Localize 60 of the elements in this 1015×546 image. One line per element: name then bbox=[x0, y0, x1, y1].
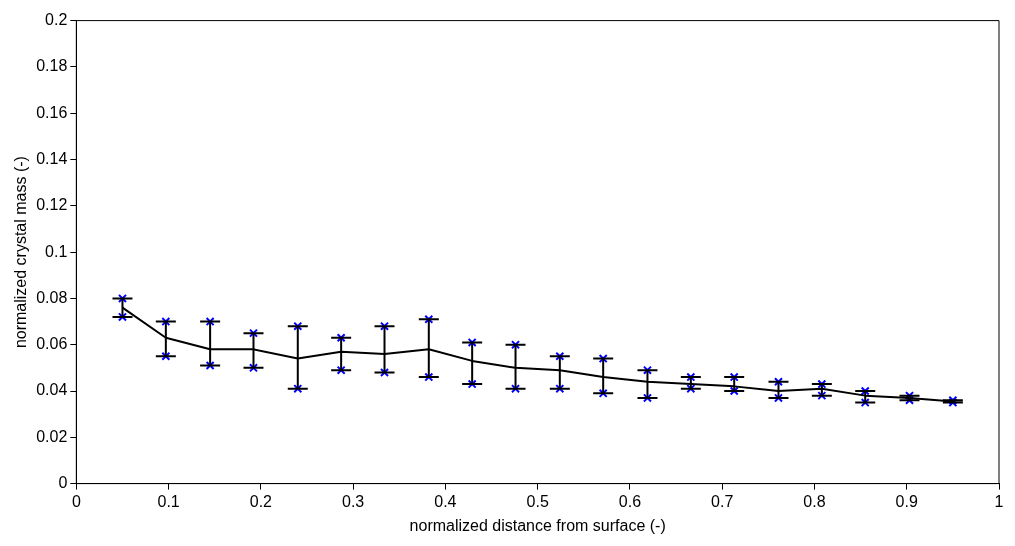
y-tick-label: 0.06 bbox=[36, 335, 68, 353]
point bbox=[336, 333, 346, 343]
y-tick-label: 0.02 bbox=[36, 427, 68, 445]
point bbox=[424, 314, 434, 324]
point bbox=[642, 393, 652, 403]
point bbox=[117, 312, 128, 322]
point bbox=[510, 384, 521, 394]
point bbox=[555, 384, 565, 394]
x-tick-label: 0.8 bbox=[803, 492, 826, 510]
point bbox=[205, 361, 215, 371]
y-tick-label: 0.12 bbox=[36, 196, 68, 214]
y-tick-label: 0.14 bbox=[36, 149, 68, 167]
x-tick-label: 0.3 bbox=[342, 492, 365, 510]
point bbox=[467, 379, 477, 389]
y-tick-label: 0.18 bbox=[36, 57, 68, 75]
x-tick-label: 0.1 bbox=[157, 492, 180, 510]
point bbox=[205, 317, 215, 327]
point bbox=[598, 388, 608, 398]
point bbox=[817, 379, 827, 389]
point bbox=[379, 367, 390, 378]
x-tick-label: 0.9 bbox=[895, 492, 918, 510]
point bbox=[293, 384, 303, 394]
y-tick-label: 0.1 bbox=[45, 242, 68, 260]
point bbox=[510, 340, 521, 350]
y-tick-label: 0.04 bbox=[36, 381, 68, 399]
x-tick-label: 0.7 bbox=[711, 492, 734, 510]
y-tick-label: 0.08 bbox=[36, 288, 68, 306]
point bbox=[860, 386, 870, 396]
y-tick-label: 0.2 bbox=[45, 11, 68, 29]
point bbox=[860, 398, 870, 408]
x-tick-label: 0.2 bbox=[249, 492, 273, 510]
point bbox=[293, 321, 303, 331]
x-axis-title: normalized distance from surface (-) bbox=[409, 516, 666, 534]
point bbox=[642, 365, 652, 375]
point bbox=[336, 365, 346, 375]
point bbox=[686, 384, 696, 394]
x-tick-label: 0 bbox=[71, 492, 81, 510]
point bbox=[467, 337, 477, 347]
x-tick-label: 0.5 bbox=[526, 492, 549, 510]
point bbox=[555, 351, 565, 361]
y-axis-title: normalized crystal mass (-) bbox=[12, 156, 30, 349]
point bbox=[248, 328, 259, 338]
point bbox=[686, 372, 696, 382]
y-tick-label: 0.16 bbox=[36, 103, 68, 121]
point bbox=[248, 363, 259, 373]
point bbox=[161, 351, 171, 361]
y-tick-label: 0 bbox=[58, 474, 68, 492]
x-tick-label: 1 bbox=[994, 492, 1004, 510]
point bbox=[598, 354, 608, 364]
x-tick-label: 0.4 bbox=[434, 492, 457, 510]
point bbox=[773, 377, 784, 387]
point bbox=[729, 372, 739, 382]
point bbox=[817, 391, 827, 401]
point bbox=[161, 317, 171, 327]
point bbox=[424, 372, 434, 382]
x-tick-label: 0.6 bbox=[618, 492, 642, 510]
point bbox=[117, 293, 128, 303]
point bbox=[729, 386, 739, 396]
point bbox=[773, 393, 784, 403]
point bbox=[379, 321, 390, 331]
